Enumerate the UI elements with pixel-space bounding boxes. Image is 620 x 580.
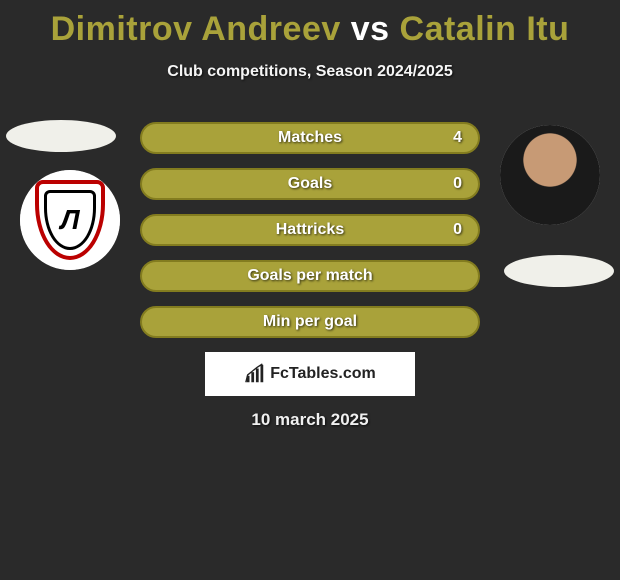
brand-box: FcTables.com — [205, 352, 415, 396]
date-text: 10 march 2025 — [0, 410, 620, 430]
title-player2: Catalin Itu — [400, 10, 570, 48]
stat-value: 0 — [453, 175, 462, 193]
subtitle: Club competitions, Season 2024/2025 — [0, 63, 620, 81]
club-badge-icon: Л — [20, 170, 120, 270]
stat-bar-goals: Goals 0 — [140, 168, 480, 200]
brand-text: FcTables.com — [270, 365, 376, 383]
stat-label: Min per goal — [263, 313, 357, 331]
stat-value: 4 — [453, 129, 462, 147]
player1-avatar: Л — [20, 170, 120, 270]
title-vs: vs — [351, 10, 390, 48]
stat-bar-goals-per-match: Goals per match — [140, 260, 480, 292]
player-photo-icon — [500, 125, 600, 225]
stat-label: Goals per match — [247, 267, 372, 285]
bar-chart-icon — [244, 363, 266, 385]
stat-bar-min-per-goal: Min per goal — [140, 306, 480, 338]
stat-bar-hattricks: Hattricks 0 — [140, 214, 480, 246]
stat-label: Matches — [278, 129, 342, 147]
player2-avatar — [500, 125, 600, 225]
stat-label: Hattricks — [276, 221, 344, 239]
stat-label: Goals — [288, 175, 332, 193]
right-ellipse — [504, 255, 614, 287]
page-title: Dimitrov Andreev vs Catalin Itu — [0, 0, 620, 49]
stat-bar-matches: Matches 4 — [140, 122, 480, 154]
stat-value: 0 — [453, 221, 462, 239]
title-player1: Dimitrov Andreev — [51, 10, 341, 48]
left-ellipse — [6, 120, 116, 152]
stat-bars: Matches 4 Goals 0 Hattricks 0 Goals per … — [140, 122, 480, 352]
